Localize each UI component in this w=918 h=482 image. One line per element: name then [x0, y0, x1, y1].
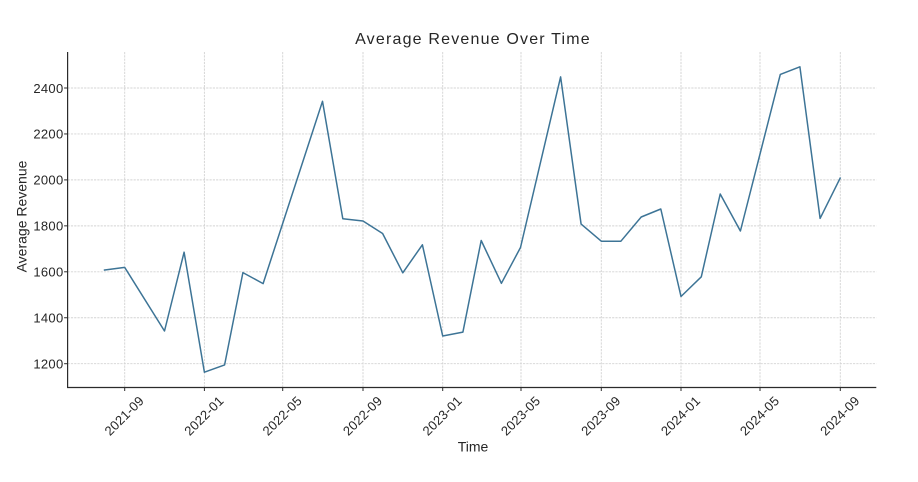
svg-text:Time: Time: [458, 439, 489, 455]
svg-text:1800: 1800: [33, 219, 63, 234]
svg-text:2200: 2200: [33, 127, 63, 142]
svg-text:Average Revenue Over Time: Average Revenue Over Time: [355, 31, 591, 48]
svg-text:2000: 2000: [33, 173, 63, 188]
svg-text:2400: 2400: [33, 81, 63, 96]
svg-text:1600: 1600: [33, 265, 63, 280]
svg-text:1400: 1400: [33, 311, 63, 326]
svg-text:1200: 1200: [33, 357, 63, 372]
svg-text:Average Revenue: Average Revenue: [13, 160, 29, 272]
